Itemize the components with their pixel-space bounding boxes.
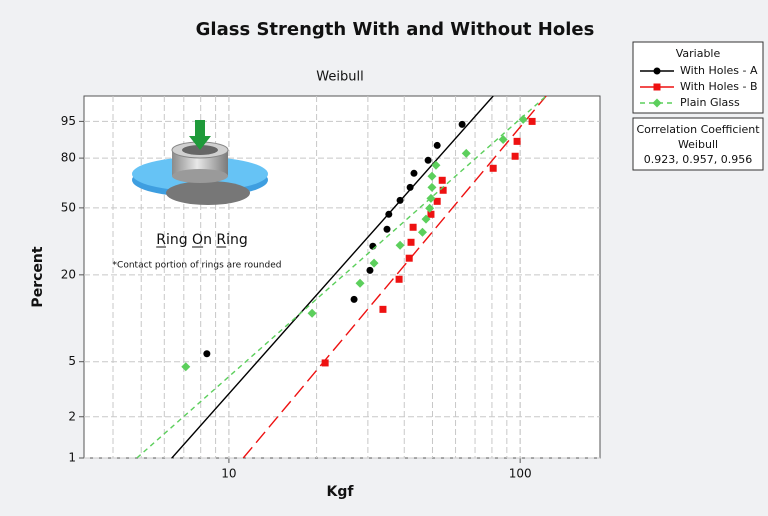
point <box>410 224 417 231</box>
x-tick-label: 10 <box>221 467 236 481</box>
y-axis-label: Percent <box>30 246 46 307</box>
point <box>384 226 391 233</box>
point <box>385 211 392 218</box>
y-tick-label: 50 <box>61 200 76 214</box>
point <box>203 350 210 357</box>
correlation-method: Weibull <box>678 138 718 151</box>
y-tick-label: 5 <box>68 354 76 368</box>
legend-label: With Holes - B <box>680 80 758 93</box>
point <box>407 184 414 191</box>
x-axis-label: Kgf <box>327 484 355 500</box>
point <box>425 157 432 164</box>
legend-label: With Holes - A <box>680 64 758 77</box>
point <box>439 177 446 184</box>
point <box>406 255 413 262</box>
point <box>396 276 403 283</box>
legend-marker <box>654 68 661 75</box>
x-tick-label: 100 <box>509 467 532 481</box>
lower-ring <box>166 181 250 205</box>
point <box>512 153 519 160</box>
y-tick-label: 2 <box>68 409 76 423</box>
point <box>529 118 536 125</box>
point <box>427 211 434 218</box>
point <box>351 296 358 303</box>
y-tick-label: 20 <box>61 267 76 281</box>
point <box>490 165 497 172</box>
y-tick-label: 1 <box>68 451 76 465</box>
point <box>408 239 415 246</box>
y-tick-label: 95 <box>61 114 76 128</box>
correlation-title: Correlation Coefficient <box>636 123 760 136</box>
point <box>514 138 521 145</box>
chart-title: Glass Strength With and Without Holes <box>196 19 595 40</box>
point <box>434 142 441 149</box>
point <box>410 170 417 177</box>
point <box>322 359 329 366</box>
legend-label: Plain Glass <box>680 96 740 109</box>
point <box>379 306 386 313</box>
inset-caption: Ring On Ring <box>156 232 248 248</box>
legend-marker <box>654 84 661 91</box>
upper-ring-bottom <box>172 169 228 183</box>
point <box>459 121 466 128</box>
legend-title: Variable <box>676 47 721 60</box>
point <box>397 197 404 204</box>
correlation-values: 0.923, 0.957, 0.956 <box>644 153 752 166</box>
chart-subtitle: Weibull <box>316 70 363 85</box>
chart: Glass Strength With and Without Holes We… <box>0 0 768 516</box>
point <box>366 267 373 274</box>
inset-note: *Contact portion of rings are rounded <box>113 261 282 271</box>
y-tick-label: 80 <box>61 151 76 165</box>
